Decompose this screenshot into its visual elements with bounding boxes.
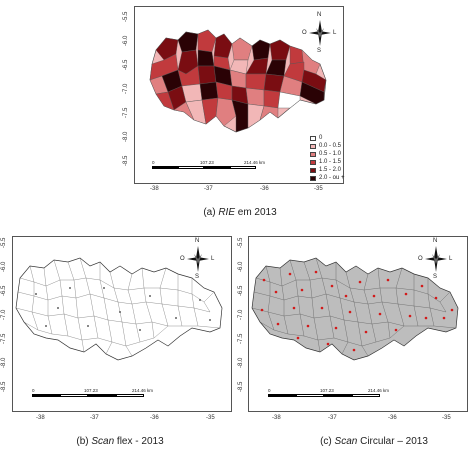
panel-b: -5.5 -6.0 -6.5 -7.0 -7.5 -8.0 -8.5 -38 -… (0, 230, 236, 430)
compass-west: O (302, 30, 307, 36)
caption-b-prefix: (b) (76, 436, 92, 447)
scale-bar: 0 107.23 214.46 km (152, 160, 266, 174)
scale-segment (116, 394, 144, 397)
scale-start: 0 (32, 388, 35, 393)
compass-star-icon (187, 246, 209, 272)
caption-b-suffix: flex - 2013 (114, 436, 164, 447)
compass-north: N (195, 238, 200, 244)
caption-c: (c) Scan Circular – 2013 (284, 436, 464, 447)
compass-east: L (449, 256, 453, 262)
legend-swatch (310, 143, 316, 149)
legend-label: 0.5 - 1.0 (319, 151, 342, 157)
x-tick: -37 (90, 415, 99, 421)
scale-end: 214.46 km (132, 388, 154, 393)
scale-segment (178, 166, 204, 169)
legend-swatch (310, 135, 316, 141)
x-tick: -35 (206, 415, 215, 421)
scale-bar: 0 107.23 214.46 km (268, 388, 390, 402)
panel-a: -5.5 -6.0 -6.5 -7.0 -7.5 -8.0 -8.5 -38 -… (120, 0, 360, 200)
legend-label: 0 (319, 135, 323, 141)
panel-a-frame (134, 6, 344, 184)
legend-swatch (310, 175, 316, 181)
compass-south: S (433, 274, 438, 280)
panel-c-frame (248, 236, 468, 412)
x-tick: -38 (36, 415, 45, 421)
map-legend: 0 0.0 - 0.5 0.5 - 1.0 1.0 - 1.5 1.5 - 2.… (310, 134, 345, 182)
cluster-map-flex (15, 257, 223, 361)
scale-mid: 107.23 (84, 388, 98, 393)
scale-mid: 107.23 (320, 388, 334, 393)
compass-rose: N O L S (418, 238, 454, 282)
legend-label: 1.0 - 1.5 (319, 159, 342, 165)
x-tick: -35 (314, 186, 323, 192)
panel-c: -5.5 -6.0 -6.5 -7.0 -7.5 -8.0 -8.5 -38 -… (238, 230, 474, 430)
x-tick: -37 (204, 186, 213, 192)
scale-end: 214.46 km (368, 388, 390, 393)
scale-segment (32, 394, 60, 397)
scale-segment (296, 394, 324, 397)
legend-label: 0.0 - 0.5 (319, 143, 342, 149)
x-tick: -38 (272, 415, 281, 421)
legend-swatch (310, 167, 316, 173)
scale-mid: 107.23 (200, 160, 214, 165)
compass-east: L (211, 256, 215, 262)
scale-segment (324, 394, 352, 397)
caption-b: (b) Scan flex - 2013 (40, 436, 200, 447)
compass-east: L (333, 30, 337, 36)
compass-star-icon (425, 246, 447, 272)
compass-star-icon (309, 20, 331, 46)
scale-segment (204, 166, 230, 169)
scale-start: 0 (268, 388, 271, 393)
x-tick: -36 (150, 415, 159, 421)
cluster-map-circular (251, 257, 459, 361)
compass-south: S (317, 48, 322, 54)
caption-a-suffix: em 2013 (234, 207, 277, 218)
compass-west: O (418, 256, 423, 262)
choropleth-map (149, 29, 327, 133)
compass-rose: N O L S (302, 12, 338, 56)
scale-segment (352, 394, 380, 397)
scale-bar: 0 107.23 214.46 km (32, 388, 154, 402)
scale-end: 214.46 km (244, 160, 266, 165)
x-tick: -38 (150, 186, 159, 192)
compass-north: N (433, 238, 438, 244)
caption-c-suffix: Circular – 2013 (357, 436, 428, 447)
legend-label: 2.0 - ou + (319, 175, 345, 181)
compass-north: N (317, 12, 322, 18)
legend-swatch (310, 151, 316, 157)
caption-a: (a) RIE em 2013 (170, 207, 310, 218)
x-tick: -36 (388, 415, 397, 421)
caption-a-prefix: (a) (203, 207, 219, 218)
caption-a-italic: RIE (218, 207, 235, 218)
panel-b-frame (12, 236, 232, 412)
caption-c-italic: Scan (334, 436, 358, 447)
x-tick: -36 (260, 186, 269, 192)
compass-rose: N O L S (180, 238, 216, 282)
caption-c-prefix: (c) (320, 436, 335, 447)
scale-segment (152, 166, 178, 169)
scale-segment (88, 394, 116, 397)
scale-segment (230, 166, 256, 169)
compass-south: S (195, 274, 200, 280)
scale-start: 0 (152, 160, 155, 165)
caption-b-italic: Scan (91, 436, 115, 447)
x-tick: -37 (328, 415, 337, 421)
x-tick: -35 (442, 415, 451, 421)
legend-swatch (310, 159, 316, 165)
legend-label: 1.5 - 2.0 (319, 167, 342, 173)
scale-segment (60, 394, 88, 397)
compass-west: O (180, 256, 185, 262)
scale-segment (268, 394, 296, 397)
